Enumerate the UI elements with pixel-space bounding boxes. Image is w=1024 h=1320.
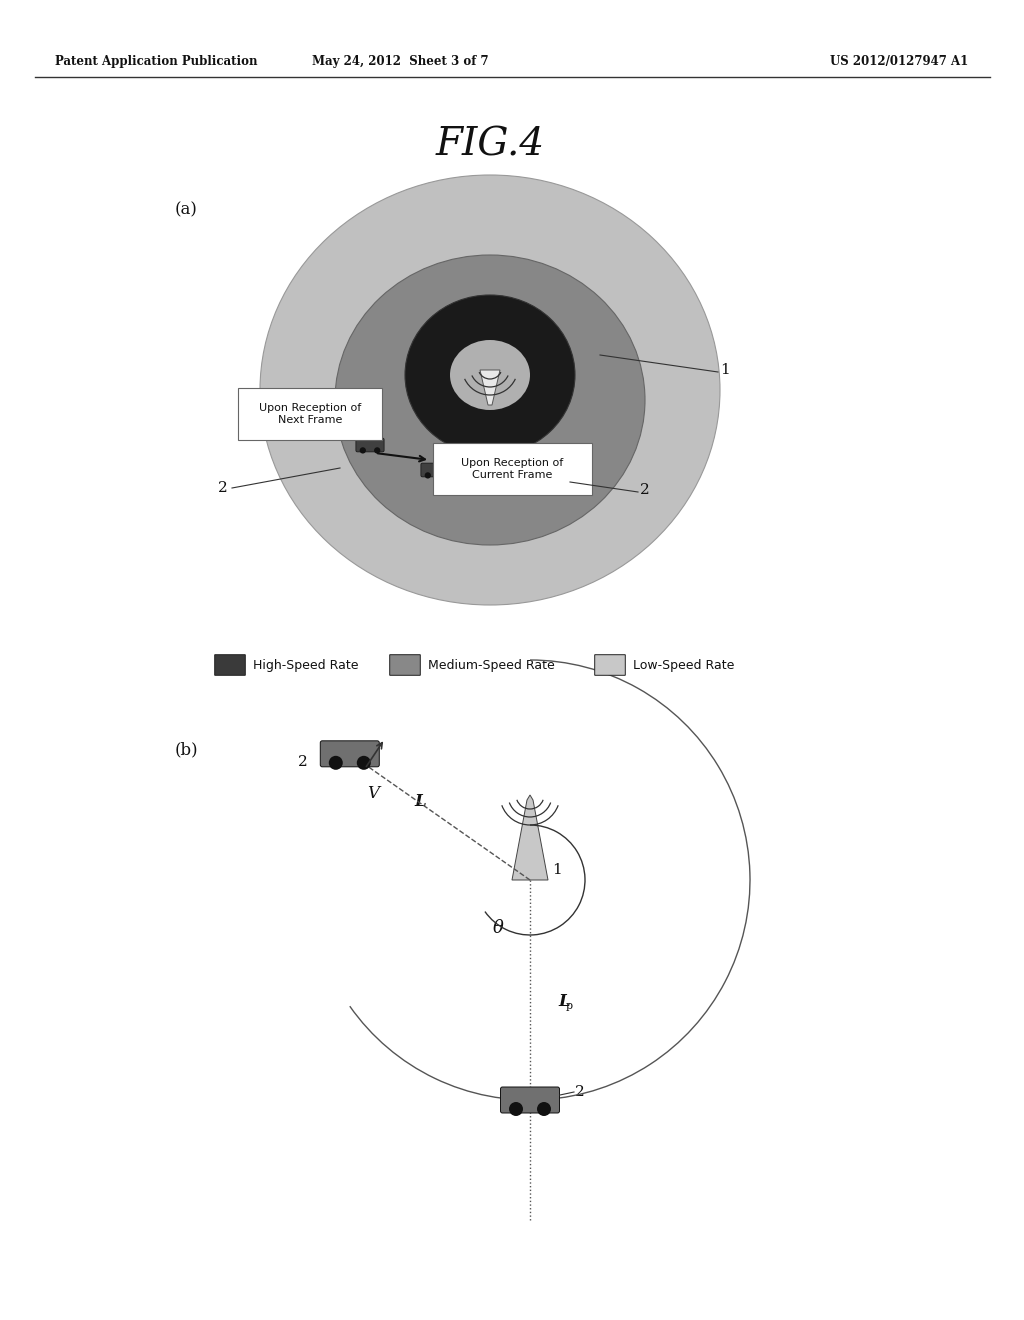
Text: (a): (a) — [175, 202, 198, 219]
Text: FIG.4: FIG.4 — [435, 127, 545, 164]
Text: L: L — [414, 793, 426, 810]
Text: US 2012/0127947 A1: US 2012/0127947 A1 — [829, 55, 968, 69]
Circle shape — [329, 756, 343, 770]
Text: 2: 2 — [298, 755, 307, 768]
Text: (b): (b) — [175, 742, 199, 759]
Polygon shape — [480, 370, 500, 405]
Text: 2: 2 — [218, 480, 227, 495]
Text: 1: 1 — [720, 363, 730, 378]
Ellipse shape — [260, 176, 720, 605]
Text: Patent Application Publication: Patent Application Publication — [55, 55, 257, 69]
Circle shape — [356, 756, 371, 770]
Text: V: V — [367, 785, 379, 803]
Circle shape — [439, 473, 445, 479]
FancyBboxPatch shape — [501, 1086, 559, 1113]
Circle shape — [374, 447, 380, 454]
Circle shape — [425, 473, 431, 479]
Ellipse shape — [450, 341, 530, 411]
Circle shape — [509, 1102, 523, 1115]
Text: 2: 2 — [575, 1085, 585, 1100]
Circle shape — [537, 1102, 551, 1115]
Text: May 24, 2012  Sheet 3 of 7: May 24, 2012 Sheet 3 of 7 — [311, 55, 488, 69]
Polygon shape — [512, 795, 548, 880]
Text: θ: θ — [493, 919, 504, 937]
Text: Upon Reception of
Next Frame: Upon Reception of Next Frame — [259, 403, 361, 425]
FancyBboxPatch shape — [356, 438, 384, 451]
Text: 2: 2 — [640, 483, 650, 498]
FancyBboxPatch shape — [421, 463, 450, 477]
FancyBboxPatch shape — [390, 655, 420, 676]
Text: Low-Speed Rate: Low-Speed Rate — [633, 659, 734, 672]
Text: Upon Reception of
Current Frame: Upon Reception of Current Frame — [461, 458, 563, 479]
FancyBboxPatch shape — [433, 444, 592, 495]
FancyBboxPatch shape — [215, 655, 246, 676]
Text: L: L — [558, 993, 569, 1010]
Ellipse shape — [406, 294, 575, 455]
Text: Medium-Speed Rate: Medium-Speed Rate — [428, 659, 555, 672]
FancyBboxPatch shape — [595, 655, 626, 676]
FancyBboxPatch shape — [321, 741, 379, 767]
Circle shape — [359, 447, 366, 454]
FancyBboxPatch shape — [238, 388, 382, 440]
Text: 1: 1 — [552, 863, 562, 876]
Text: p: p — [566, 1001, 573, 1011]
Ellipse shape — [335, 255, 645, 545]
Text: High-Speed Rate: High-Speed Rate — [253, 659, 358, 672]
